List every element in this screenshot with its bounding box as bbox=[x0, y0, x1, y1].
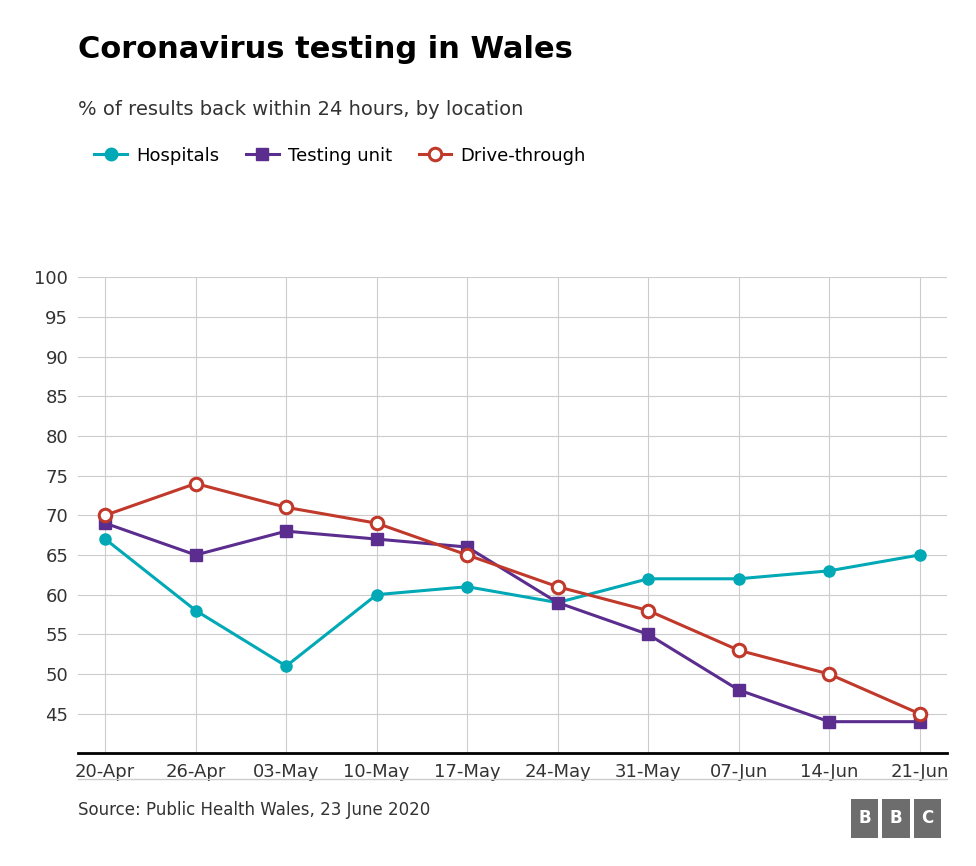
Text: B: B bbox=[890, 810, 903, 827]
Legend: Hospitals, Testing unit, Drive-through: Hospitals, Testing unit, Drive-through bbox=[87, 139, 593, 172]
Text: B: B bbox=[858, 810, 871, 827]
FancyBboxPatch shape bbox=[882, 798, 910, 838]
FancyBboxPatch shape bbox=[914, 798, 942, 838]
FancyBboxPatch shape bbox=[851, 798, 878, 838]
Text: Coronavirus testing in Wales: Coronavirus testing in Wales bbox=[78, 35, 573, 63]
Text: C: C bbox=[921, 810, 934, 827]
Text: Source: Public Health Wales, 23 June 2020: Source: Public Health Wales, 23 June 202… bbox=[78, 801, 430, 818]
Text: % of results back within 24 hours, by location: % of results back within 24 hours, by lo… bbox=[78, 100, 523, 119]
